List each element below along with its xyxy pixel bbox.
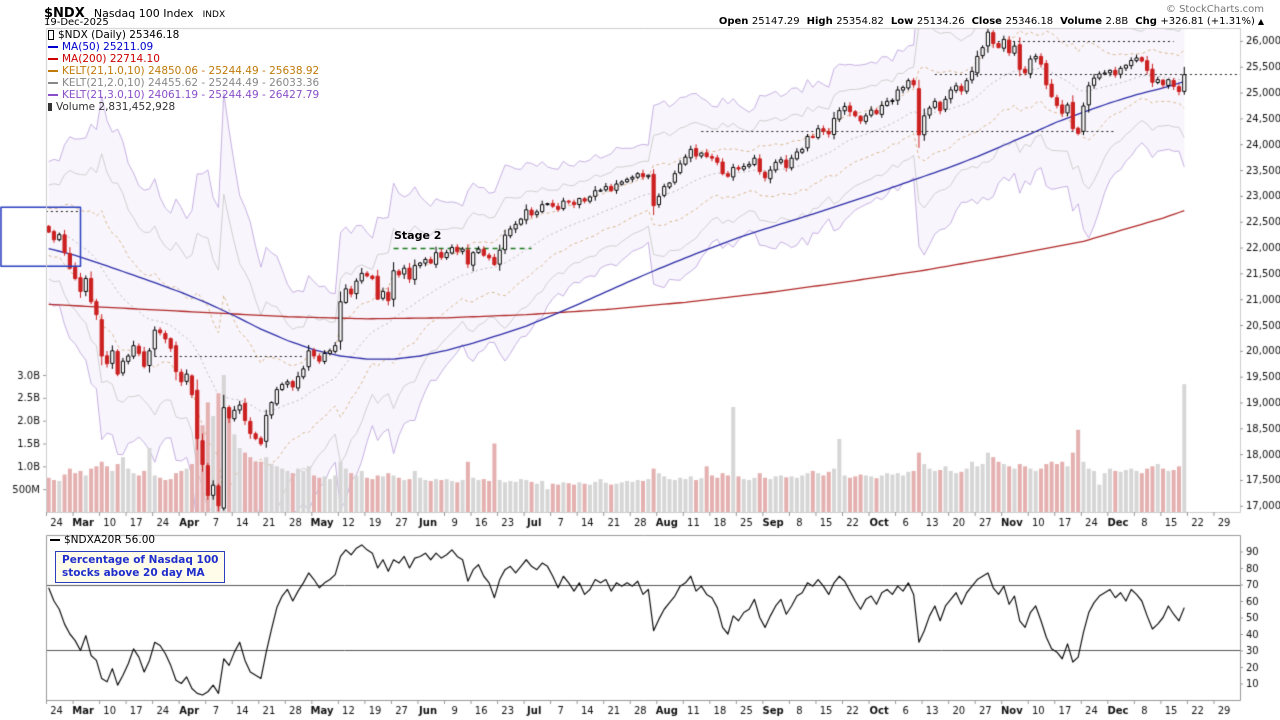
quote-bar: Open 25147.29 High 25354.82 Low 25134.26 Cl…	[712, 16, 1264, 27]
stage2-label: Stage 2	[394, 229, 442, 242]
quote-field: Volume 2.8B	[1060, 16, 1129, 27]
candlestick-icon	[48, 30, 54, 40]
indicator-legend-label: $NDXA20R 56.00	[64, 534, 156, 546]
symbol: $NDX	[44, 6, 85, 21]
copyright: © StockCharts.com	[1165, 4, 1264, 15]
legend-item: Volume 2,831,452,928	[48, 101, 319, 113]
indicator-note-line1: Percentage of Nasdaq 100	[62, 554, 219, 566]
legend-item: KELT(21,3.0,10) 24061.19 - 25244.49 - 26…	[48, 89, 319, 101]
quote-field: Low 25134.26	[890, 16, 965, 27]
chart-date: 19-Dec-2025	[44, 17, 109, 28]
quote-field: Close 25346.18	[971, 16, 1054, 27]
main-chart-legend: $NDX (Daily) 25346.18 MA(50) 25211.09 MA(2…	[48, 29, 319, 113]
chart-header: $NDX Nasdaq 100 Index INDX	[44, 2, 225, 21]
up-arrow-icon: ▲	[1257, 17, 1264, 26]
line-swatch-icon	[48, 46, 58, 48]
line-swatch-icon	[48, 58, 58, 60]
main-chart-canvas	[0, 0, 1280, 533]
legend-item: MA(50) 25211.09	[48, 41, 319, 53]
symbol-name: Nasdaq 100 Index	[93, 7, 194, 20]
legend-item: MA(200) 22714.10	[48, 53, 319, 65]
volume-bars-icon	[48, 103, 52, 111]
line-swatch-icon	[48, 82, 58, 84]
exchange-label: INDX	[202, 10, 226, 20]
line-swatch-icon	[48, 94, 58, 96]
indicator-note-line2: stocks above 20 day MA	[62, 567, 205, 579]
quote-field: Open 25147.29	[718, 16, 800, 27]
line-swatch-icon	[48, 70, 58, 72]
quote-field: High 25354.82	[806, 16, 884, 27]
legend-item: KELT(21,2.0,10) 24455.62 - 25244.49 - 26…	[48, 77, 319, 89]
indicator-note: Percentage of Nasdaq 100 stocks above 20…	[55, 551, 226, 583]
line-swatch-icon	[50, 539, 60, 541]
quote-field: Chg +326.81 (+1.31%)	[1135, 16, 1255, 27]
indicator-legend: $NDXA20R 56.00	[50, 534, 155, 546]
legend-item: $NDX (Daily) 25346.18	[48, 29, 319, 41]
legend-item: KELT(21,1.0,10) 24850.06 - 25244.49 - 25…	[48, 65, 319, 77]
